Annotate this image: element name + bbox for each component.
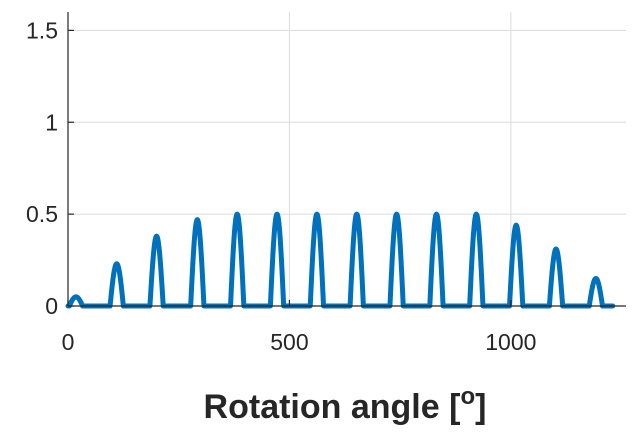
y-tick-label: 0 — [45, 293, 58, 319]
y-tick-label: 1.5 — [26, 17, 58, 43]
x-axis-title: Rotation angle [o] — [204, 383, 487, 426]
x-axis-title-degree: o — [460, 383, 475, 410]
x-axis-title-main: Rotation angle [ — [204, 388, 461, 426]
axes — [67, 12, 626, 307]
y-tick-label: 0.5 — [26, 201, 58, 227]
x-tick-label: 0 — [62, 329, 75, 355]
x-tick-label: 500 — [270, 329, 308, 355]
tick-labels: 0 500 1000 0 0.5 1 1.5 — [26, 17, 536, 355]
grid — [68, 12, 626, 306]
x-axis-title-end: ] — [475, 388, 486, 426]
y-tick-label: 1 — [45, 109, 58, 135]
x-tick-label: 1000 — [485, 329, 536, 355]
